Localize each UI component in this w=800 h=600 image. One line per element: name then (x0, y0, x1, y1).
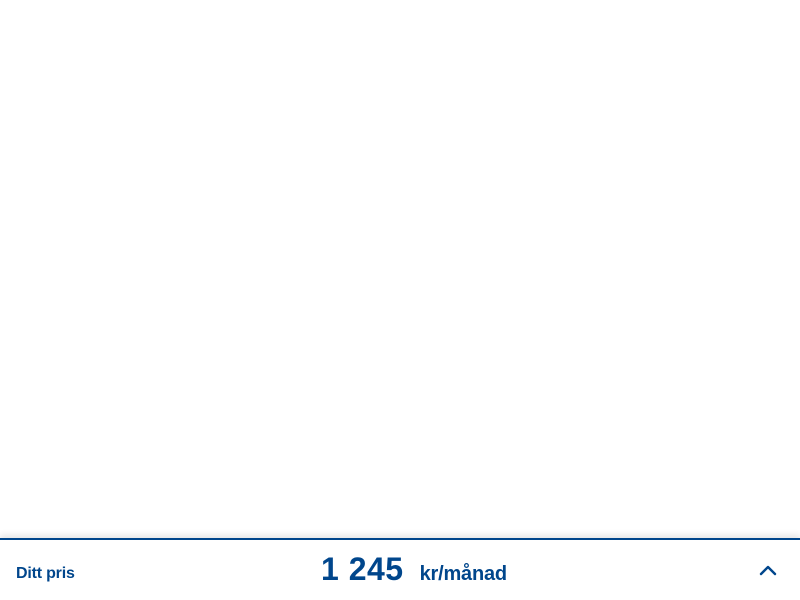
price-unit: kr/månad (419, 563, 508, 585)
price-summary-bar[interactable]: Ditt pris 1 245 kr/månad (0, 538, 800, 600)
price-amount: 1 245 (321, 551, 404, 587)
price-label: Ditt pris (16, 565, 75, 582)
price-value: 1 245 kr/månad (321, 551, 507, 592)
content-area (0, 0, 800, 538)
expand-price-details-button[interactable] (752, 556, 784, 586)
chevron-up-icon (759, 564, 777, 579)
